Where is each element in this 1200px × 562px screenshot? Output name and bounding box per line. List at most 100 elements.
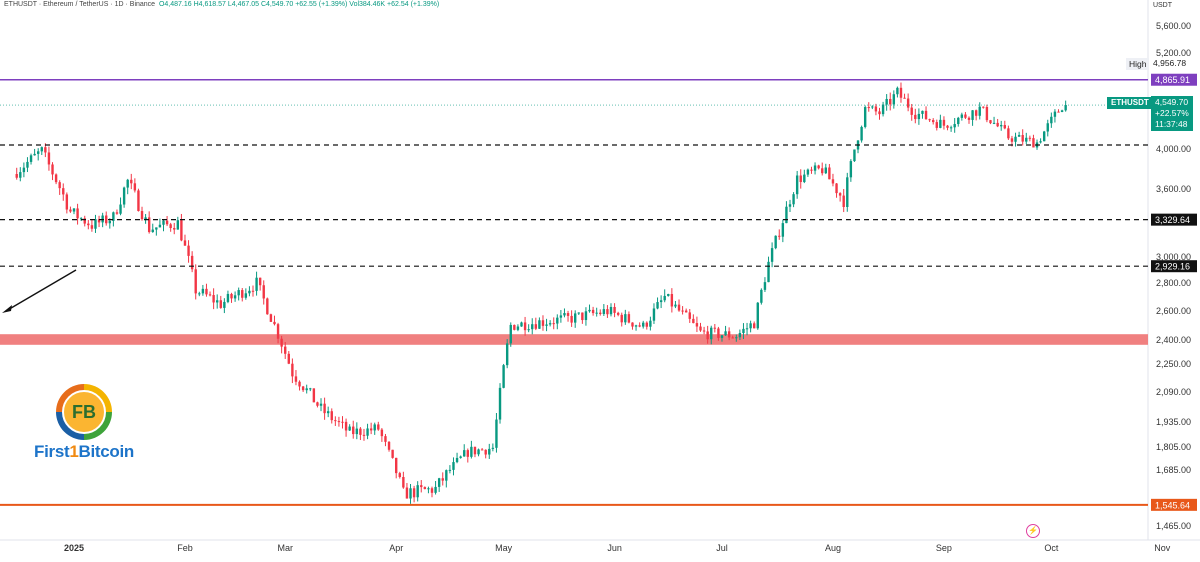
- candle-body: [1046, 123, 1049, 132]
- candle-body: [470, 446, 473, 457]
- level-label: 3,329.64: [1155, 215, 1190, 225]
- candle-body: [173, 228, 176, 230]
- candle-body: [201, 288, 205, 294]
- price-change: +22.57%: [1155, 108, 1189, 118]
- candle-body: [849, 161, 853, 178]
- candle-body: [380, 429, 384, 437]
- candle-body: [778, 235, 781, 237]
- candle-body: [853, 149, 856, 162]
- candle-body: [609, 306, 613, 315]
- candle-body: [445, 470, 448, 481]
- candle-body: [423, 487, 427, 490]
- candle-body: [985, 107, 989, 121]
- candle-body: [1060, 110, 1064, 112]
- candle-body: [659, 300, 663, 303]
- candle-body: [40, 147, 43, 152]
- y-tick-label: 2,600.00: [1156, 306, 1191, 316]
- candle-body: [387, 441, 391, 450]
- candle-body: [599, 312, 602, 314]
- y-tick-label: 1,805.00: [1156, 442, 1191, 452]
- symbol-badge: ETHUSDT: [1107, 97, 1153, 109]
- candle-body: [606, 309, 609, 315]
- x-tick-label: Feb: [177, 543, 193, 553]
- candle-body: [484, 449, 487, 455]
- x-tick-label: Apr: [389, 543, 403, 553]
- logo-initials: FB: [62, 390, 106, 434]
- y-tick-label: 5,200.00: [1156, 48, 1191, 58]
- candle-body: [180, 220, 183, 241]
- candle-body: [742, 328, 745, 333]
- candle-body: [1053, 111, 1057, 117]
- candle-body: [670, 294, 674, 307]
- logo-text: First1Bitcoin: [34, 442, 134, 462]
- y-tick-label: 2,090.00: [1156, 387, 1191, 397]
- candle-body: [190, 255, 194, 270]
- candle-body: [405, 487, 409, 499]
- candle-body: [559, 315, 563, 318]
- candle-body: [44, 147, 47, 153]
- y-tick-label: 3,000.00: [1156, 252, 1191, 262]
- candle-body: [266, 298, 269, 315]
- candle-body: [248, 290, 251, 294]
- candle-body: [760, 289, 763, 303]
- candle-body: [563, 313, 566, 316]
- candle-body: [957, 117, 960, 125]
- lightning-icon[interactable]: ⚡: [1026, 524, 1040, 538]
- candle-body: [953, 124, 956, 128]
- candle-body: [967, 117, 971, 120]
- y-tick-label: 1,685.00: [1156, 465, 1191, 475]
- candle-body: [416, 485, 419, 498]
- candle-body: [366, 428, 369, 436]
- candle-body: [187, 245, 190, 256]
- level-label: 4,865.91: [1155, 75, 1190, 85]
- candle-body: [79, 218, 83, 220]
- candle-body: [287, 353, 290, 364]
- candle-body: [398, 473, 401, 477]
- candle-body: [513, 324, 516, 330]
- candle-body: [169, 224, 172, 229]
- candle-body: [369, 428, 373, 431]
- candle-body: [989, 120, 992, 124]
- candle-body: [233, 295, 237, 299]
- candle-body: [785, 206, 788, 224]
- candle-body: [566, 313, 570, 316]
- candle-body: [978, 106, 981, 116]
- candle-body: [47, 152, 51, 165]
- candle-body: [312, 388, 316, 403]
- candle-body: [921, 110, 924, 114]
- candle-body: [924, 110, 928, 120]
- candle-body: [427, 488, 430, 490]
- candle-body: [770, 248, 774, 262]
- last-price: 4,549.70: [1155, 97, 1189, 107]
- candle-body: [749, 323, 752, 329]
- candle-body: [291, 363, 294, 377]
- candle-body: [294, 376, 298, 382]
- candle-body: [588, 309, 591, 312]
- y-tick-label: 5,600.00: [1156, 21, 1191, 31]
- y-tick-label: 1,935.00: [1156, 417, 1191, 427]
- candle-body: [570, 315, 573, 323]
- candle-body: [731, 337, 734, 339]
- candle-body: [334, 420, 337, 422]
- candle-body: [176, 220, 180, 230]
- candle-body: [982, 106, 985, 108]
- candle-body: [591, 309, 595, 314]
- y-tick-label: 1,465.00: [1156, 521, 1191, 531]
- candle-body: [781, 223, 785, 237]
- candle-body: [960, 114, 964, 118]
- candle-body: [828, 167, 831, 180]
- candle-body: [409, 488, 412, 499]
- candle-body: [301, 386, 305, 391]
- candle-body: [305, 388, 308, 391]
- candle-body: [971, 110, 974, 120]
- logo-badge-icon: FB: [56, 384, 112, 440]
- candle-body: [165, 220, 169, 225]
- candle-body: [885, 98, 888, 105]
- candle-body: [692, 318, 695, 324]
- candle-body: [488, 448, 491, 455]
- candle-body: [556, 317, 559, 324]
- candle-body: [262, 285, 265, 299]
- candle-body: [724, 331, 727, 336]
- candle-body: [466, 450, 469, 457]
